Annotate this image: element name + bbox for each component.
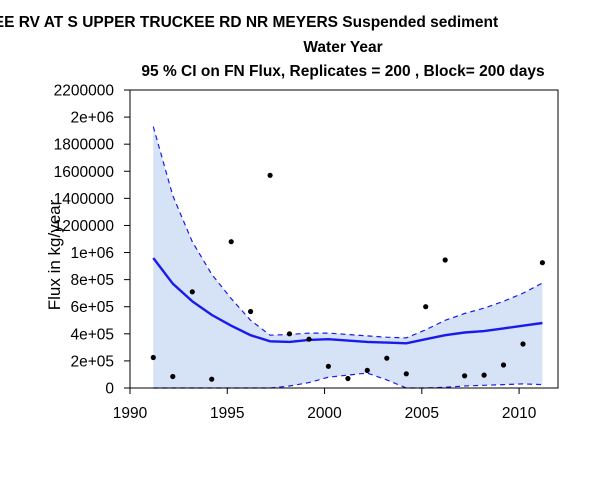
observed-point (403, 371, 409, 377)
x-tick-label: 1995 (210, 405, 244, 422)
axes-layer: 1990 1995 2000 2005 2010 0 2e+05 4e+05 6e+05 8e+0… (54, 83, 559, 422)
confidence-band (153, 126, 543, 388)
y-tick-label: 4e+05 (70, 326, 114, 343)
chart-title-group: UPPER TRUCKEE RV AT S UPPER TRUCKEE RD N… (0, 14, 545, 80)
observed-point (306, 336, 312, 342)
observed-point (209, 376, 215, 382)
x-tick-label: 1990 (113, 405, 148, 422)
y-tick-label: 1800000 (54, 137, 115, 154)
y-tick-label: 1e+06 (70, 245, 114, 262)
chart-title-line-2: Water Year (303, 39, 382, 56)
y-tick-label: 1400000 (54, 191, 115, 208)
observed-point (170, 373, 176, 380)
observed-point (500, 362, 507, 368)
observed-point (228, 239, 234, 245)
observed-point (442, 257, 448, 263)
y-tick-label: 2e+06 (70, 110, 114, 127)
y-tick-label: 2e+05 (70, 353, 114, 370)
y-axis-label: Flux in kg/year (45, 199, 64, 310)
observed-point (150, 354, 156, 361)
y-tick-label: 0 (105, 381, 114, 398)
y-tick-label: 2200000 (54, 83, 115, 100)
x-tick-label: 2000 (307, 405, 342, 422)
observed-point (248, 308, 254, 315)
observed-point (462, 373, 468, 379)
observed-point (364, 367, 370, 373)
observed-points-layer (150, 172, 546, 382)
observed-point (345, 375, 351, 382)
observed-point (384, 355, 390, 361)
observed-point (539, 260, 546, 266)
observed-point (267, 172, 273, 178)
observed-point (286, 331, 293, 337)
observed-point (481, 372, 487, 378)
observed-point (423, 304, 429, 310)
chart-title-line-1: UPPER TRUCKEE RV AT S UPPER TRUCKEE RD N… (0, 14, 498, 31)
chart-title-line-3: 95 % CI on FN Flux, Replicates = 200 , B… (141, 63, 544, 80)
x-tick-label: 2005 (405, 405, 439, 422)
observed-point (325, 363, 331, 369)
observed-point (520, 341, 526, 347)
observed-point (189, 289, 195, 295)
y-tick-label: 1200000 (54, 218, 115, 235)
flux-estimate-line (152, 257, 543, 345)
plot-frame (129, 89, 559, 389)
y-tick-label: 6e+05 (70, 299, 114, 316)
y-tick-label: 8e+05 (70, 272, 114, 289)
y-tick-label: 1600000 (54, 164, 115, 181)
x-tick-label: 2010 (502, 405, 537, 422)
confidence-band-layer (153, 126, 543, 388)
